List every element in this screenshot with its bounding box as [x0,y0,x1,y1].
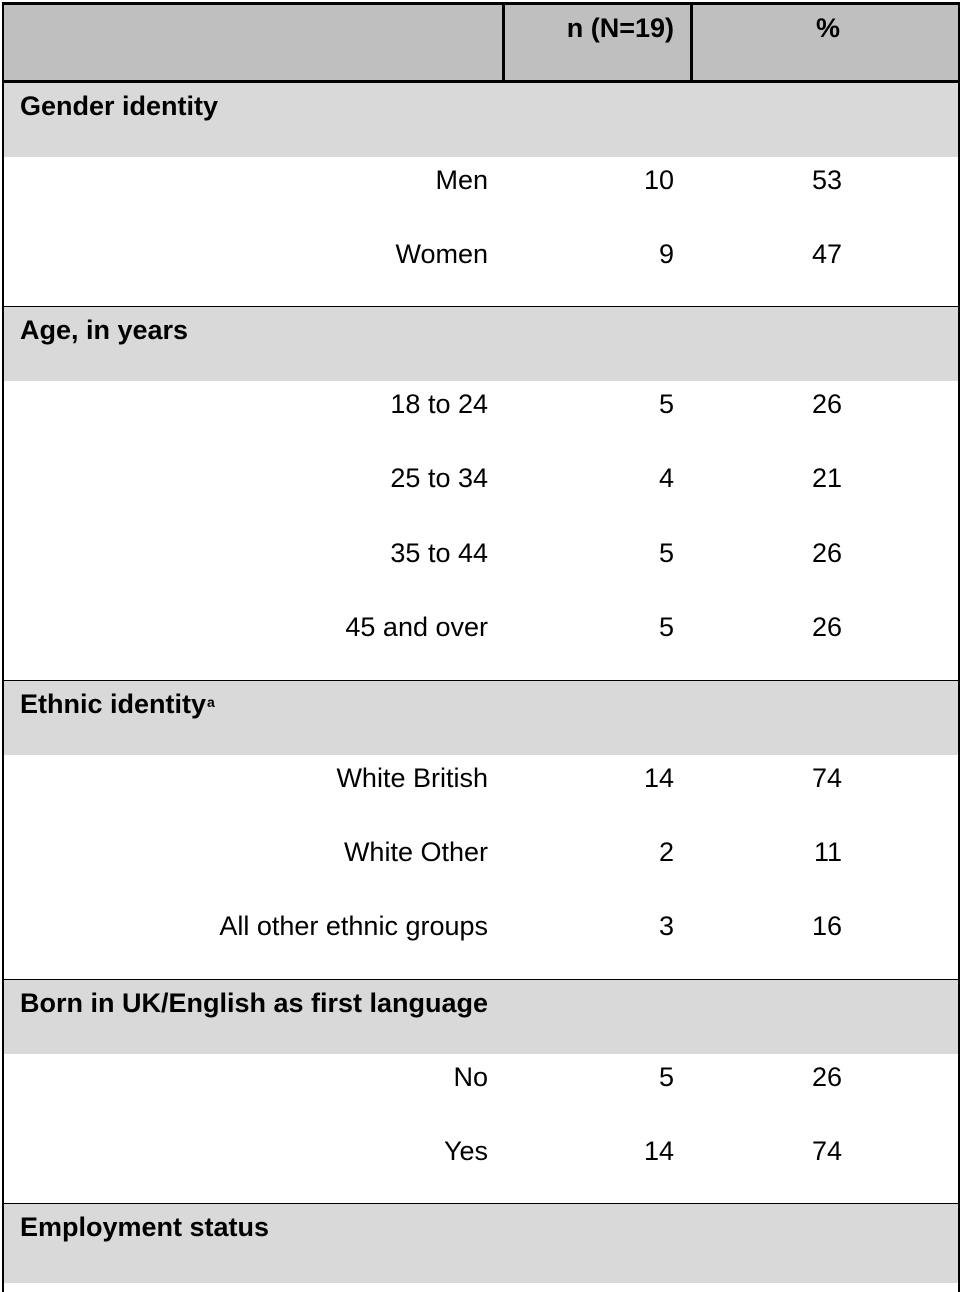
column-divider [690,5,693,80]
table-row: Yes 14 74 [4,1128,958,1202]
table-header-row: n (N=19) % [4,5,958,82]
row-n: 14 [643,763,674,793]
section-title: Gender identity [20,91,219,121]
row-label: All other ethnic groups [219,911,488,941]
row-n: 5 [658,1062,674,1092]
row-n: 3 [658,911,674,941]
row-percent: 26 [811,1062,842,1092]
table-row: 18 to 24 5 26 [4,381,958,455]
section-title-text: Ethnic identity [20,689,207,719]
section-header-gender-identity: Gender identity [4,82,958,157]
section-header-age: Age, in years [4,306,958,381]
row-n: 5 [658,538,674,568]
header-n: n (N=19) [566,13,674,43]
section-header-ethnic-identity: Ethnic identitya [4,680,958,755]
row-label: 18 to 24 [390,389,488,419]
row-label: White British [336,763,488,793]
row-percent: 21 [811,463,842,493]
row-n: 14 [643,1136,674,1166]
section-header-born-in-uk: Born in UK/English as first language [4,979,958,1054]
section-title: Ethnic identitya [20,689,215,719]
row-n: 2 [658,837,674,867]
section-title: Employment status [20,1212,270,1242]
table-row: No 5 26 [4,1054,958,1128]
row-label: White Other [343,837,488,867]
table-row: All other ethnic groups 3 16 [4,903,958,977]
row-percent: 26 [811,612,842,642]
row-percent: 74 [811,1136,842,1166]
table-row: 25 to 34 4 21 [4,455,958,529]
table-row: White British 14 74 [4,755,958,829]
row-label: Men [435,165,488,195]
section-title: Age, in years [20,315,189,345]
row-percent: 11 [813,837,842,867]
row-percent: 47 [811,239,842,269]
row-label: 45 and over [345,612,488,642]
table-row: Men 10 53 [4,157,958,231]
row-percent: 16 [811,911,842,941]
row-label: 35 to 44 [390,538,488,568]
row-label: 25 to 34 [390,463,488,493]
row-label: No [453,1062,488,1092]
table-row: 45 and over 5 26 [4,604,958,678]
row-percent: 26 [811,538,842,568]
section-title: Born in UK/English as first language [20,988,489,1018]
row-label: Yes [443,1136,488,1166]
table-row: White Other 2 11 [4,829,958,903]
row-n: 4 [658,463,674,493]
column-divider [502,5,505,80]
row-n: 10 [643,165,674,195]
footnote-marker: a [207,694,215,710]
row-label: Women [395,239,488,269]
table-row: Women 9 47 [4,231,958,305]
row-n: 9 [658,239,674,269]
row-percent: 53 [811,165,842,195]
header-percent: % [815,13,840,43]
row-percent: 26 [811,389,842,419]
row-n: 5 [658,389,674,419]
row-n: 5 [658,612,674,642]
section-header-employment-status: Employment status [4,1203,958,1283]
row-percent: 74 [811,763,842,793]
table-row: 35 to 44 5 26 [4,530,958,604]
